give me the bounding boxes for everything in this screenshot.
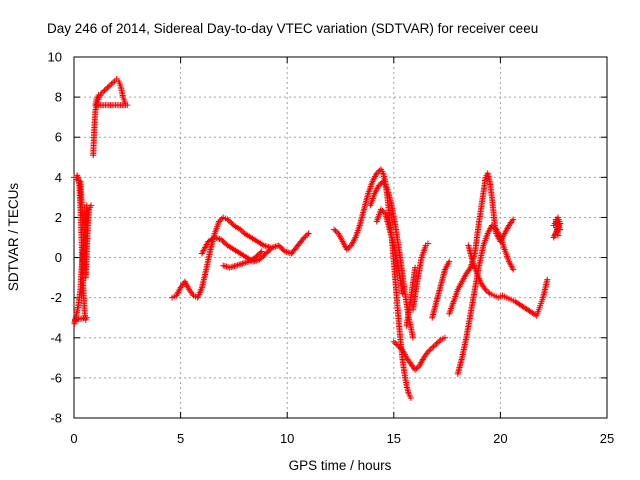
- data-point: [430, 343, 437, 350]
- data-point: [413, 365, 420, 372]
- x-tick-label: 25: [600, 431, 614, 446]
- data-point: [393, 341, 400, 348]
- data-point: [407, 394, 414, 401]
- data-point: [433, 340, 440, 347]
- data-point: [215, 218, 222, 225]
- data-point: [424, 240, 431, 247]
- data-point: [424, 348, 431, 355]
- y-tick-label: 6: [55, 130, 62, 145]
- data-point: [233, 262, 240, 269]
- data-point: [432, 342, 439, 349]
- data-point: [343, 246, 350, 253]
- data-point: [441, 334, 448, 341]
- data-point: [217, 217, 224, 224]
- data-point: [446, 258, 453, 265]
- data-point: [98, 90, 105, 97]
- data-point: [302, 233, 309, 240]
- data-point: [544, 276, 551, 283]
- data-point: [226, 264, 233, 271]
- grid-lines: [74, 57, 607, 418]
- data-point: [395, 342, 402, 349]
- x-tick-label: 10: [280, 431, 294, 446]
- data-point: [332, 227, 339, 234]
- data-point: [345, 245, 352, 252]
- data-point: [237, 261, 244, 268]
- data-point: [108, 80, 115, 87]
- data-point: [236, 261, 243, 268]
- data-point: [482, 286, 489, 293]
- y-tick-label: -6: [50, 370, 62, 385]
- data-point: [373, 170, 380, 177]
- y-axis-label: SDTVAR / TECUs: [6, 183, 21, 292]
- data-point: [304, 231, 311, 238]
- data-point: [107, 82, 114, 89]
- y-tick-label: 4: [55, 170, 62, 185]
- data-point: [229, 263, 236, 270]
- y-tick-label: -2: [50, 290, 62, 305]
- x-tick-label: 5: [177, 431, 184, 446]
- plot-frame: [73, 56, 608, 419]
- data-point: [510, 216, 517, 223]
- y-tick-label: 0: [55, 250, 62, 265]
- data-point: [301, 234, 308, 241]
- data-point: [101, 87, 108, 94]
- data-point: [399, 290, 406, 297]
- data-point: [105, 83, 112, 90]
- y-tick-label: 10: [48, 50, 62, 65]
- data-point: [390, 338, 397, 345]
- data-point: [104, 84, 111, 91]
- x-axis-label: GPS time / hours: [289, 458, 392, 473]
- data-point: [95, 92, 102, 99]
- data-point: [409, 334, 416, 341]
- data-point: [228, 264, 235, 271]
- data-point: [305, 230, 312, 237]
- data-point: [377, 181, 384, 188]
- data-point: [238, 227, 245, 234]
- data-point: [331, 226, 338, 233]
- data-point: [231, 263, 238, 270]
- y-tick-label: 2: [55, 210, 62, 225]
- data-point: [257, 249, 264, 256]
- data-point: [426, 347, 433, 354]
- data-point: [239, 260, 246, 267]
- data-point: [392, 340, 399, 347]
- data-point: [429, 344, 436, 351]
- data-point: [375, 182, 382, 189]
- data-point: [241, 260, 248, 267]
- data-point: [234, 262, 241, 269]
- y-tick-label: 8: [55, 90, 62, 105]
- data-point: [396, 344, 403, 351]
- data-point: [379, 207, 386, 214]
- data-point: [88, 202, 95, 209]
- data-point: [110, 79, 117, 86]
- axis-ticks: 0 5 10 15 20 25 -8 -6 -4 -2 0 2 4 6 8 10: [48, 50, 615, 447]
- y-tick-label: -8: [50, 411, 62, 426]
- data-point: [485, 289, 492, 296]
- data-point: [258, 248, 265, 255]
- data-points: [71, 76, 564, 401]
- data-point: [102, 86, 109, 93]
- data-point: [510, 266, 517, 273]
- y-tick-label: -4: [50, 330, 62, 345]
- data-point: [412, 366, 419, 373]
- data-point: [223, 263, 230, 270]
- data-point: [221, 263, 228, 270]
- x-tick-label: 15: [387, 431, 401, 446]
- data-point: [436, 338, 443, 345]
- data-point: [412, 264, 419, 271]
- chart-title: Day 246 of 2014, Sidereal Day-to-day VTE…: [47, 21, 538, 36]
- data-point: [237, 226, 244, 233]
- data-point: [375, 168, 382, 175]
- data-point: [554, 232, 561, 239]
- x-tick-label: 20: [493, 431, 507, 446]
- data-point: [100, 88, 107, 95]
- x-tick-label: 0: [70, 431, 77, 446]
- data-point: [378, 206, 385, 213]
- data-point: [240, 229, 247, 236]
- data-point: [220, 262, 227, 269]
- data-point: [483, 287, 490, 294]
- data-point: [434, 339, 441, 346]
- data-point: [427, 346, 434, 353]
